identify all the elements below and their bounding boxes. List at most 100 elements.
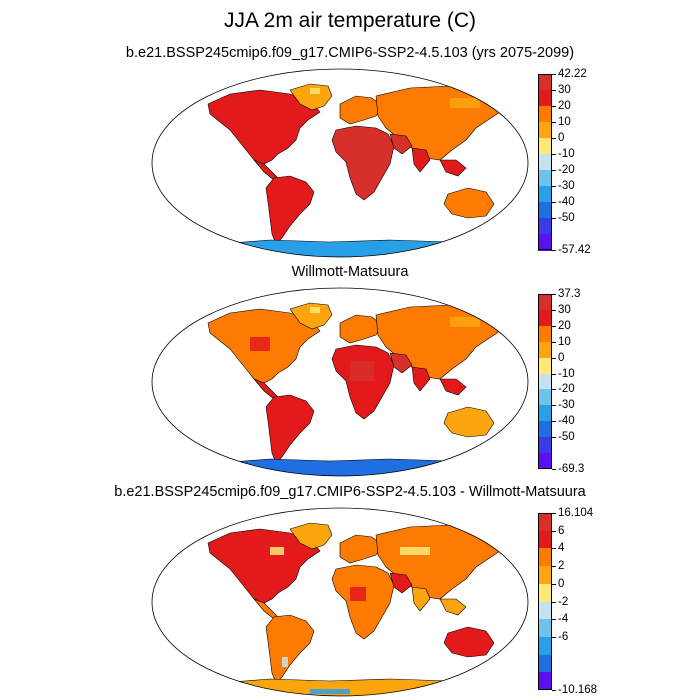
colorbar-tick-label: -69.3 [558,463,585,475]
colorbar-tick [552,138,556,139]
colorbar-segment [538,90,552,107]
colorbar-tick [552,106,556,107]
colorbar-tick [552,90,556,91]
colorbar-tick-label: -2 [558,595,569,608]
colorbar-segment [538,325,552,343]
colorbar-segment [538,583,552,602]
map-boundary [151,287,529,477]
landmass-india [411,366,431,392]
landmass-australia [443,406,495,438]
colorbar-tick [552,583,556,585]
landmass-arabia [389,352,413,374]
landmass-greenland [289,522,333,550]
colorbar-tick-label: 0 [558,132,565,144]
field-patch [310,307,320,313]
landmass-europe [339,95,383,125]
colorbar-tick [552,389,556,391]
colorbar-segment [538,357,552,375]
colorbar-segment [538,654,552,673]
colorbar-tick-label: -10.168 [558,684,598,696]
colorbar-tick [552,636,556,638]
colorbar-segment [538,530,552,549]
colorbar-segment [538,548,552,567]
colorbar-tick-label: 4 [558,542,565,555]
colorbar-tick [552,294,556,295]
colorbar-tick [552,154,556,155]
colorbar-tick-label: -40 [558,415,575,428]
colorbar-tick-label: -30 [558,399,575,412]
colorbar-tick-label: 6 [558,524,565,537]
landmass-samerica [265,614,315,684]
map-svg [151,287,529,477]
colorbar-tick-label: -40 [558,196,575,208]
landmass-europe [339,534,383,564]
landmass-africa [331,344,395,420]
field-patch [250,337,270,351]
landmass-seasia [439,378,467,396]
colorbar-segment [538,636,552,656]
colorbar-segment [538,170,552,187]
colorbar-segment [538,601,552,620]
colorbar-tick [552,601,556,603]
colorbar-segment [538,309,552,327]
landmass-india [411,586,431,612]
colorbar-tick-label: 42.22 [558,68,587,80]
landmass-africa [331,564,395,640]
landmass-australia [443,626,495,658]
colorbar-tick [552,170,556,171]
colorbar-tick-label: 2 [558,560,565,573]
colorbar-segment [538,421,552,438]
colorbar-tick [552,513,556,514]
map-svg [151,68,529,258]
landmass-asia [375,524,501,600]
panel-3-map [150,507,530,697]
colorbar-segment [538,106,552,123]
colorbar-tick [552,566,556,568]
colorbar-tick-label: 37.3 [558,288,581,300]
colorbar-tick-label: -6 [558,630,569,643]
colorbar-tick-label: 30 [558,303,571,316]
colorbar-tick-label: -57.42 [558,244,591,256]
colorbar-segment [538,138,552,155]
field-patch [400,547,430,555]
colorbar-tick-label: 20 [558,100,571,112]
landmass-arabia [389,133,413,155]
colorbar-tick [552,421,556,423]
landmass-greenland [289,83,333,111]
landmass-seasia [439,598,467,616]
landmass-samerica [265,394,315,464]
field-patch [450,98,480,108]
colorbar-tick [552,250,556,251]
field-patch [350,587,366,601]
colorbar-segment [538,453,552,470]
panel-2-map [150,287,530,477]
colorbar-segment [538,373,552,390]
colorbar-panel-2 [538,294,552,470]
field-patch [282,657,288,667]
colorbar-tick [552,437,556,439]
colorbar-tick-label: -10 [558,367,575,380]
panel-3-subtitle: b.e21.BSSP245cmip6.f09_g17.CMIP6-SSP2-4.… [114,484,586,500]
colorbar-segment [538,234,552,251]
colorbar-segment [538,218,552,235]
colorbar-tick-label: 0 [558,351,565,364]
field-patch [270,547,284,555]
map-boundary [151,507,529,697]
colorbar-segment [538,437,552,454]
colorbar-segment [538,186,552,203]
landmass-europe [339,314,383,344]
colorbar-tick-label: -50 [558,431,575,444]
colorbar-tick-label: 10 [558,335,571,348]
colorbar-tick [552,690,556,691]
colorbar-segment [538,202,552,219]
landmass-arabia [389,572,413,594]
colorbar-segment [538,341,552,359]
colorbar-tick [552,341,556,343]
landmass-india [411,147,431,173]
colorbar-tick [552,405,556,407]
colorbar-segment [538,389,552,406]
colorbar-tick [552,619,556,621]
colorbar-segment [538,566,552,585]
map-svg [151,507,529,697]
landmass-africa [331,125,395,201]
